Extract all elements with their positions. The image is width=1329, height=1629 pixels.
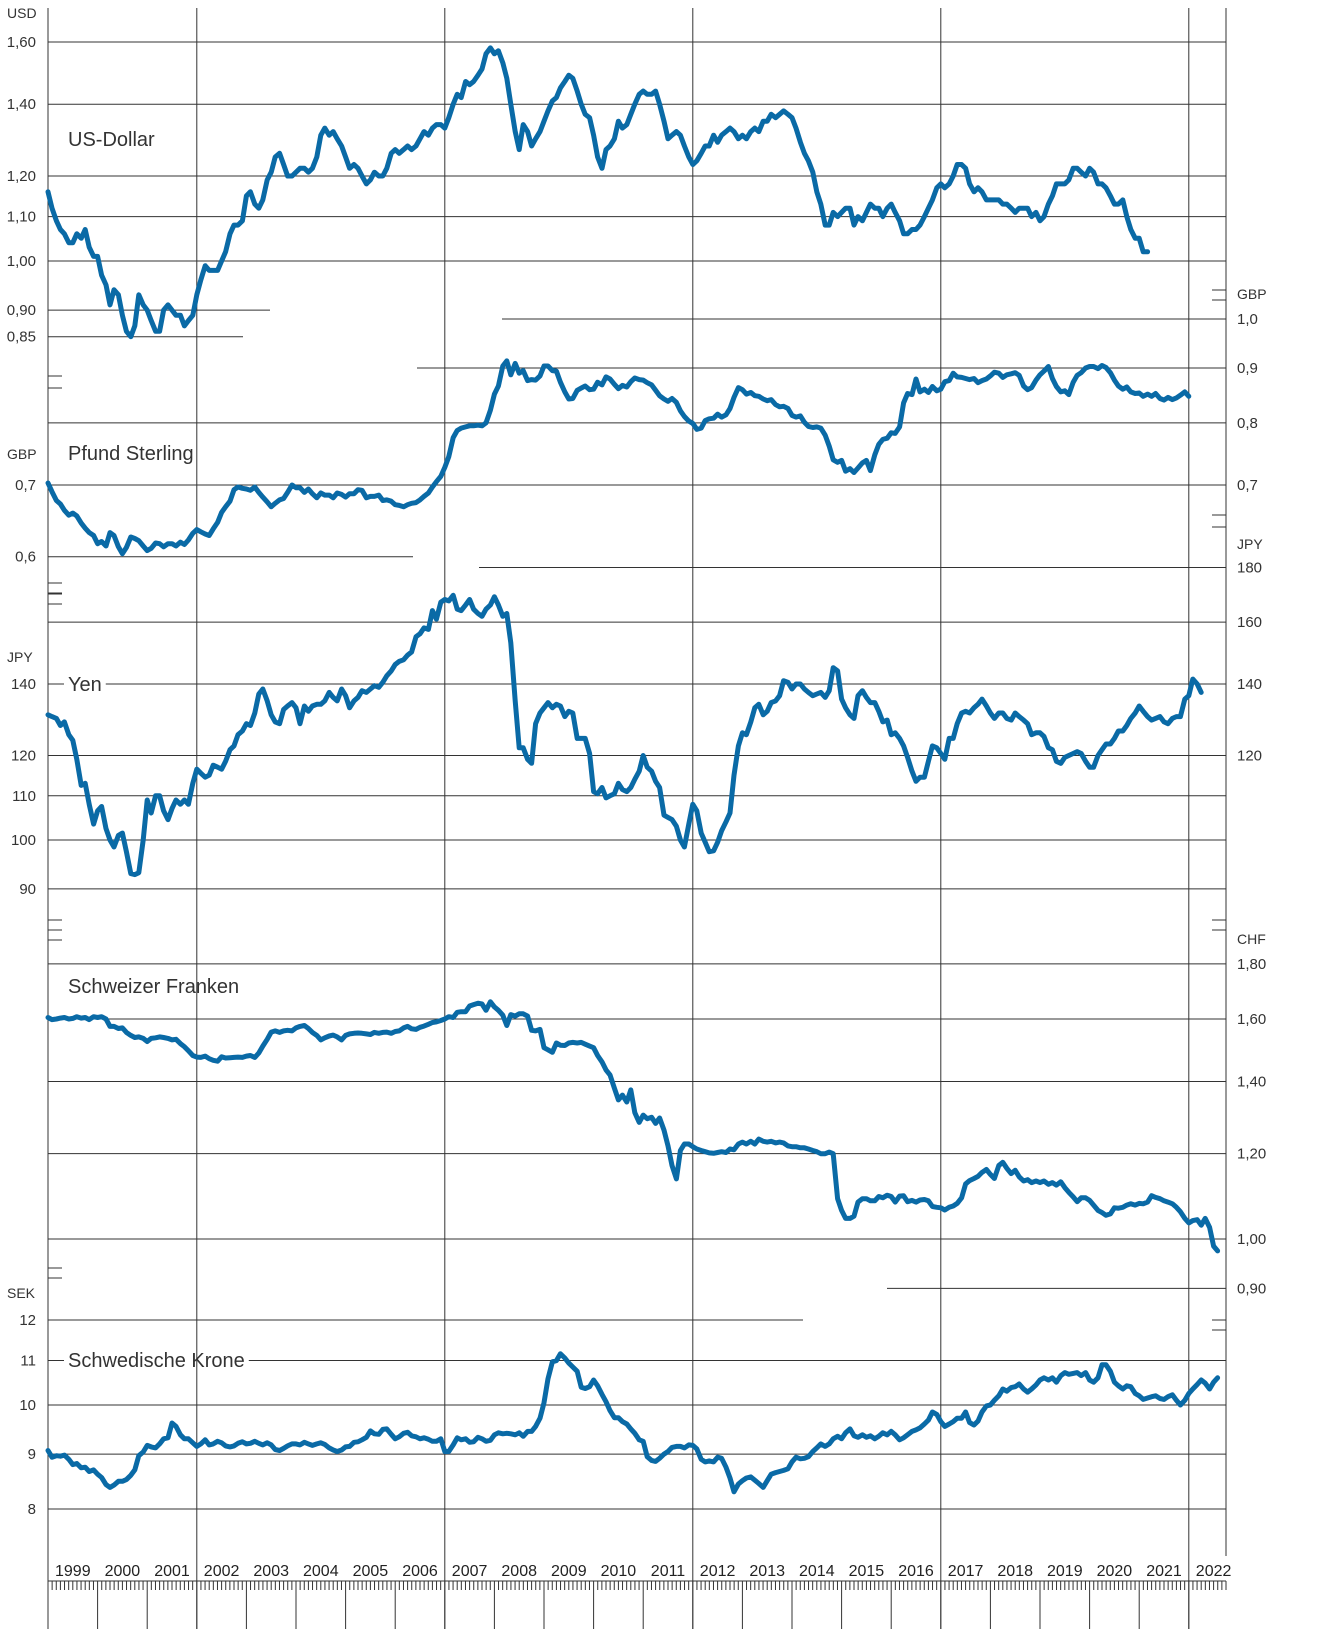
year-label: 2002 xyxy=(204,1563,240,1580)
y-tick-label-right: 1,60 xyxy=(1237,1011,1266,1028)
year-label: 2008 xyxy=(501,1563,537,1580)
y-tick-label-left: 0,85 xyxy=(7,329,36,346)
year-label: 2022 xyxy=(1196,1563,1232,1580)
axis-break-right xyxy=(1212,919,1227,931)
axis-layer xyxy=(42,8,1227,1629)
y-tick-label-left: 1,20 xyxy=(7,168,36,185)
year-label: 2020 xyxy=(1097,1563,1133,1580)
y-tick-label-left: 9 xyxy=(28,1446,36,1463)
y-tick-label-right: 0,9 xyxy=(1237,360,1258,377)
y-tick-label-left: 1,00 xyxy=(7,253,36,270)
year-label: 2003 xyxy=(253,1563,289,1580)
year-label: 2010 xyxy=(601,1563,637,1580)
y-tick-label-right: 160 xyxy=(1237,614,1262,631)
year-label: 2004 xyxy=(303,1563,339,1580)
y-tick-label-right: 140 xyxy=(1237,676,1262,693)
year-label: 2014 xyxy=(799,1563,835,1580)
y-tick-label-right: 1,20 xyxy=(1237,1146,1266,1163)
axis-break-left xyxy=(48,593,62,605)
y-tick-label-right: 1,80 xyxy=(1237,956,1266,973)
y-tick-label-left: 10 xyxy=(19,1397,36,1414)
axis-break-left xyxy=(48,582,62,594)
y-tick-label-left: 120 xyxy=(11,747,36,764)
y-tick-label-right: 180 xyxy=(1237,559,1262,576)
axis-break-left xyxy=(48,375,62,389)
y-tick-label-left: 12 xyxy=(19,1312,36,1329)
year-label: 2000 xyxy=(105,1563,141,1580)
year-label: 2015 xyxy=(849,1563,885,1580)
y-tick-label-right: 1,0 xyxy=(1237,311,1258,328)
y-tick-label-left: 1,10 xyxy=(7,209,36,226)
title-gap xyxy=(64,673,106,695)
year-label: 2012 xyxy=(700,1563,736,1580)
panel-title: Schwedische Krone xyxy=(68,1350,245,1372)
year-label: 2017 xyxy=(948,1563,984,1580)
year-label: 2019 xyxy=(1047,1563,1083,1580)
y-tick-label-right: 0,8 xyxy=(1237,415,1258,432)
y-tick-label-left: 140 xyxy=(11,676,36,693)
series-layer xyxy=(45,45,1221,1495)
unit-label-left: GBP xyxy=(7,446,37,462)
series-line-4 xyxy=(45,1351,1221,1495)
series-line-3 xyxy=(45,999,1221,1254)
year-label: 2013 xyxy=(749,1563,785,1580)
year-label: 2021 xyxy=(1146,1563,1182,1580)
y-tick-label-right: 0,90 xyxy=(1237,1280,1266,1297)
y-tick-label-right: 1,00 xyxy=(1237,1231,1266,1248)
panel-title: Yen xyxy=(68,674,102,696)
unit-label-left: USD xyxy=(7,5,37,21)
year-label: 1999 xyxy=(55,1563,91,1580)
panel-title: Pfund Sterling xyxy=(68,443,194,465)
unit-label-left: JPY xyxy=(7,649,33,665)
y-tick-label-left: 11 xyxy=(20,1353,36,1370)
axis-gap xyxy=(42,362,46,376)
label-layer: 1,60 1,40 1,20 1,10 1,00 0,90 0,85 USD US-Dollar… xyxy=(7,5,1267,1580)
unit-label-right: GBP xyxy=(1237,286,1267,302)
y-tick-label-right: 120 xyxy=(1237,747,1262,764)
y-tick-label-right: 1,40 xyxy=(1237,1074,1266,1091)
axis-break-left xyxy=(48,929,62,941)
y-tick-label-left: 90 xyxy=(19,881,36,898)
axis-break-left xyxy=(48,919,62,931)
y-tick-label-left: 8 xyxy=(28,1501,36,1518)
y-tick-label-left: 110 xyxy=(12,788,36,805)
year-label: 2018 xyxy=(997,1563,1033,1580)
y-tick-label-left: 1,40 xyxy=(7,96,36,113)
y-tick-label-left: 1,60 xyxy=(7,34,36,51)
title-gap xyxy=(64,1349,249,1371)
series-line-0 xyxy=(45,45,1151,340)
grid-layer xyxy=(47,8,1226,1629)
y-tick-label-left: 0,90 xyxy=(7,302,36,319)
year-label: 2016 xyxy=(898,1563,934,1580)
y-tick-label-right: 0,7 xyxy=(1237,477,1258,494)
y-tick-label-left: 0,7 xyxy=(15,477,36,494)
series-line-2 xyxy=(45,592,1204,878)
panel-title: US-Dollar xyxy=(68,129,155,151)
unit-label-right: CHF xyxy=(1237,931,1266,947)
y-tick-label-left: 0,6 xyxy=(15,549,36,566)
year-label: 2006 xyxy=(402,1563,438,1580)
year-label: 2007 xyxy=(452,1563,488,1580)
y-tick-label-left: 100 xyxy=(11,832,36,849)
axis-break-left xyxy=(48,1267,62,1279)
unit-label-left: SEK xyxy=(7,1285,36,1301)
year-label: 2005 xyxy=(353,1563,389,1580)
year-label: 2009 xyxy=(551,1563,587,1580)
unit-label-right: JPY xyxy=(1237,536,1263,552)
axis-break-right xyxy=(1212,1319,1227,1331)
axis-break-right xyxy=(1212,289,1227,301)
year-label: 2011 xyxy=(651,1563,686,1580)
series-line-1 xyxy=(45,358,1192,557)
year-label: 2001 xyxy=(154,1563,190,1580)
panel-title: Schweizer Franken xyxy=(68,976,239,998)
axis-break-right xyxy=(1212,514,1227,528)
